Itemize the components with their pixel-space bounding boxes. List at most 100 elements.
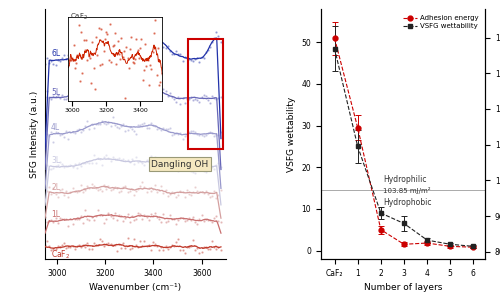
Point: [162, 88, 170, 93]
Point: [155, 188, 163, 192]
Point: [140, 163, 148, 167]
Point: [43, 89, 51, 94]
Text: 1L: 1L: [51, 210, 60, 219]
Point: [126, 247, 134, 251]
Point: [81, 161, 89, 166]
Point: [134, 186, 142, 191]
Point: [50, 246, 58, 251]
Point: [142, 158, 150, 163]
Point: [81, 50, 89, 55]
Point: [117, 124, 125, 129]
Point: [94, 36, 102, 41]
Point: [182, 188, 190, 192]
Point: [185, 57, 193, 62]
Point: [64, 194, 72, 199]
Point: [45, 94, 53, 99]
Point: [81, 187, 89, 192]
Point: [202, 189, 210, 194]
Point: [180, 134, 188, 138]
Point: [68, 221, 76, 226]
Point: [216, 40, 224, 45]
Point: [210, 35, 218, 40]
Point: [122, 129, 130, 134]
Point: [75, 160, 83, 165]
Point: [202, 49, 210, 54]
Point: [140, 238, 148, 243]
Point: [75, 91, 83, 96]
Point: [185, 192, 193, 197]
Point: [168, 190, 176, 195]
Point: [160, 126, 168, 131]
Point: [41, 62, 49, 67]
Point: [43, 188, 51, 193]
Point: [214, 34, 222, 39]
Point: [206, 130, 214, 135]
Point: [54, 244, 62, 248]
Point: [50, 62, 58, 67]
Point: [176, 102, 184, 107]
Point: [202, 245, 210, 250]
Point: [124, 236, 132, 241]
Point: [104, 184, 112, 189]
Point: [134, 245, 142, 250]
Point: [172, 100, 180, 104]
Point: [130, 129, 138, 133]
Point: [128, 157, 136, 162]
Bar: [188, 39, 224, 149]
Point: [70, 131, 78, 135]
Point: [204, 48, 212, 52]
Point: [102, 217, 110, 222]
Point: [153, 189, 161, 194]
Point: [164, 218, 172, 223]
Point: [77, 90, 85, 95]
Text: 103.85 mJ/m²: 103.85 mJ/m²: [383, 188, 431, 194]
Point: [54, 130, 62, 135]
Point: [208, 164, 216, 169]
Point: [142, 190, 150, 194]
Point: [128, 85, 136, 90]
Point: [149, 34, 157, 39]
Point: [120, 157, 128, 162]
Point: [208, 219, 216, 224]
Point: [60, 96, 68, 101]
Point: [41, 215, 49, 220]
Point: [41, 162, 49, 167]
Point: [185, 216, 193, 221]
Point: [54, 220, 62, 225]
Point: [128, 37, 136, 42]
Point: [66, 190, 74, 195]
Point: [147, 121, 155, 126]
Point: [130, 161, 138, 166]
Point: [98, 163, 106, 167]
Point: [86, 247, 94, 252]
Point: [144, 158, 152, 163]
Point: [149, 240, 157, 244]
Point: [206, 194, 214, 199]
Point: [54, 163, 62, 168]
Point: [200, 190, 207, 195]
Point: [151, 31, 159, 36]
Point: [113, 30, 121, 35]
Point: [212, 96, 220, 101]
Point: [50, 93, 58, 98]
Text: 2L: 2L: [51, 183, 60, 192]
Point: [191, 96, 199, 101]
Point: [149, 87, 157, 92]
Point: [79, 160, 87, 165]
Point: [48, 192, 56, 197]
Point: [132, 88, 140, 93]
Point: [187, 94, 195, 99]
Point: [66, 163, 74, 167]
Point: [90, 126, 98, 130]
Text: CaF$_2$: CaF$_2$: [51, 248, 70, 261]
Point: [164, 160, 172, 164]
Point: [147, 211, 155, 216]
Point: [198, 190, 205, 195]
Point: [187, 218, 195, 223]
Point: [187, 244, 195, 248]
Point: [128, 214, 136, 219]
Point: [52, 129, 60, 134]
Point: [122, 184, 130, 189]
Point: [100, 244, 108, 249]
Point: [138, 35, 146, 40]
